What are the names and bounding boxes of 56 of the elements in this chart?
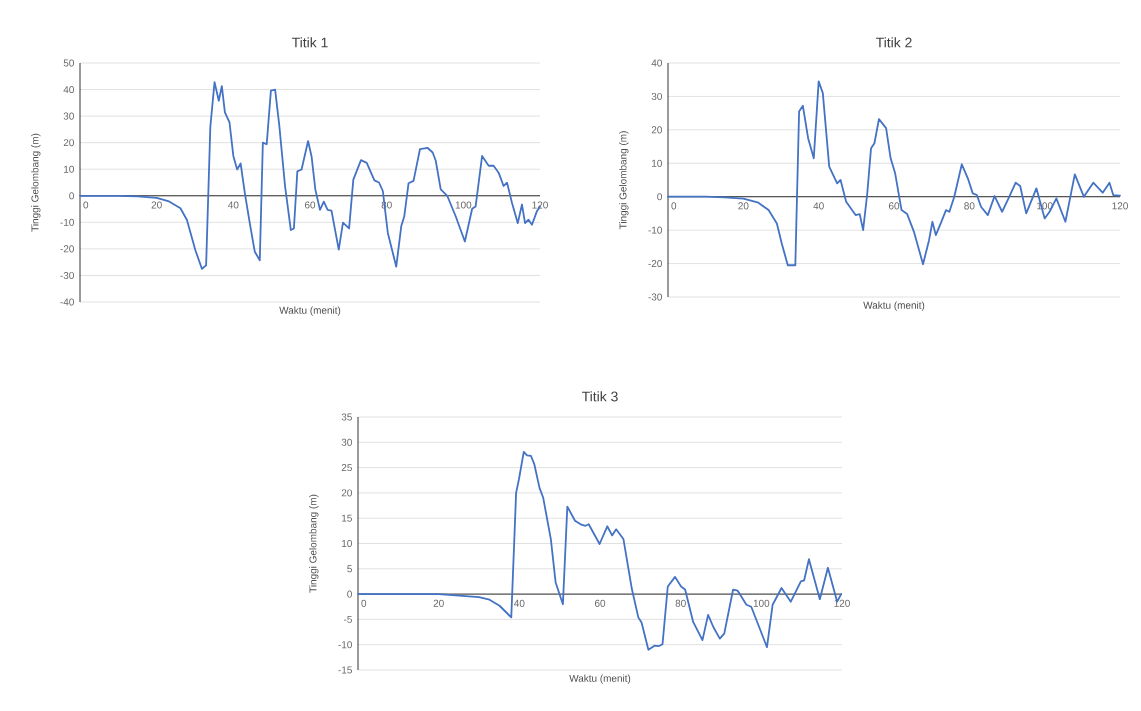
y-tick-label: -30 xyxy=(648,293,662,301)
y-axis-title: Tinggi Gelombang (m) xyxy=(31,133,41,232)
y-tick-label: -10 xyxy=(648,226,662,234)
x-tick-label: 80 xyxy=(675,599,686,607)
y-tick-label: 10 xyxy=(652,159,662,167)
y-tick-label: 30 xyxy=(341,438,352,446)
x-tick-label: 40 xyxy=(514,599,525,607)
y-tick-label: -30 xyxy=(60,271,74,279)
y-tick-label: 25 xyxy=(341,464,352,472)
chart-title: Titik 2 xyxy=(875,37,912,48)
y-tick-label: 0 xyxy=(347,590,352,598)
y-tick-label: -40 xyxy=(60,298,74,306)
x-tick-label: 60 xyxy=(594,599,606,607)
y-tick-label: 10 xyxy=(342,539,352,548)
x-tick-label: 0 xyxy=(671,202,677,210)
y-tick-label: 20 xyxy=(651,126,662,134)
y-tick-label: -20 xyxy=(60,245,74,253)
x-tick-label: 40 xyxy=(228,201,239,209)
x-tick-label: 100 xyxy=(455,201,472,209)
x-axis-title: Waktu (menit) xyxy=(279,306,341,316)
y-tick-label: 50 xyxy=(63,59,74,67)
x-tick-label: 60 xyxy=(888,202,900,210)
y-tick-label: 35 xyxy=(341,413,352,421)
x-tick-label: 80 xyxy=(964,202,975,210)
y-tick-label: 40 xyxy=(651,59,662,67)
y-tick-label: -5 xyxy=(343,615,352,623)
y-axis-title: Tinggi Gelombang (m) xyxy=(619,131,629,230)
y-tick-label: -15 xyxy=(338,666,352,674)
x-axis-title: Waktu (menit) xyxy=(569,674,631,684)
y-tick-label: 30 xyxy=(63,112,74,120)
chart-title: Titik 3 xyxy=(581,391,618,402)
x-tick-label: 120 xyxy=(834,599,850,607)
y-tick-label: -10 xyxy=(60,218,74,226)
x-tick-label: 60 xyxy=(304,201,316,209)
y-tick-label: 20 xyxy=(341,489,352,497)
x-axis-title: Waktu (menit) xyxy=(863,301,925,311)
x-tick-label: 0 xyxy=(361,599,367,607)
x-tick-label: 120 xyxy=(1112,202,1128,210)
x-tick-label: 100 xyxy=(753,599,770,607)
y-tick-label: 40 xyxy=(63,86,74,94)
x-tick-label: 0 xyxy=(83,201,89,209)
y-tick-label: 20 xyxy=(63,139,74,147)
chart-title: Titik 1 xyxy=(291,37,328,48)
y-tick-label: 15 xyxy=(342,514,352,522)
x-tick-label: 20 xyxy=(151,201,162,209)
y-axis-title: Tinggi Gelombang (m) xyxy=(309,494,319,593)
x-tick-label: 20 xyxy=(738,202,749,210)
y-tick-label: 0 xyxy=(657,193,662,201)
y-tick-label: 30 xyxy=(651,92,662,100)
y-tick-label: 10 xyxy=(64,165,74,173)
x-tick-label: 40 xyxy=(813,202,824,210)
y-tick-label: 5 xyxy=(347,565,352,573)
y-tick-label: 0 xyxy=(69,192,74,200)
x-tick-label: 20 xyxy=(433,599,444,607)
y-tick-label: -10 xyxy=(338,641,352,649)
y-tick-label: -20 xyxy=(648,260,662,268)
